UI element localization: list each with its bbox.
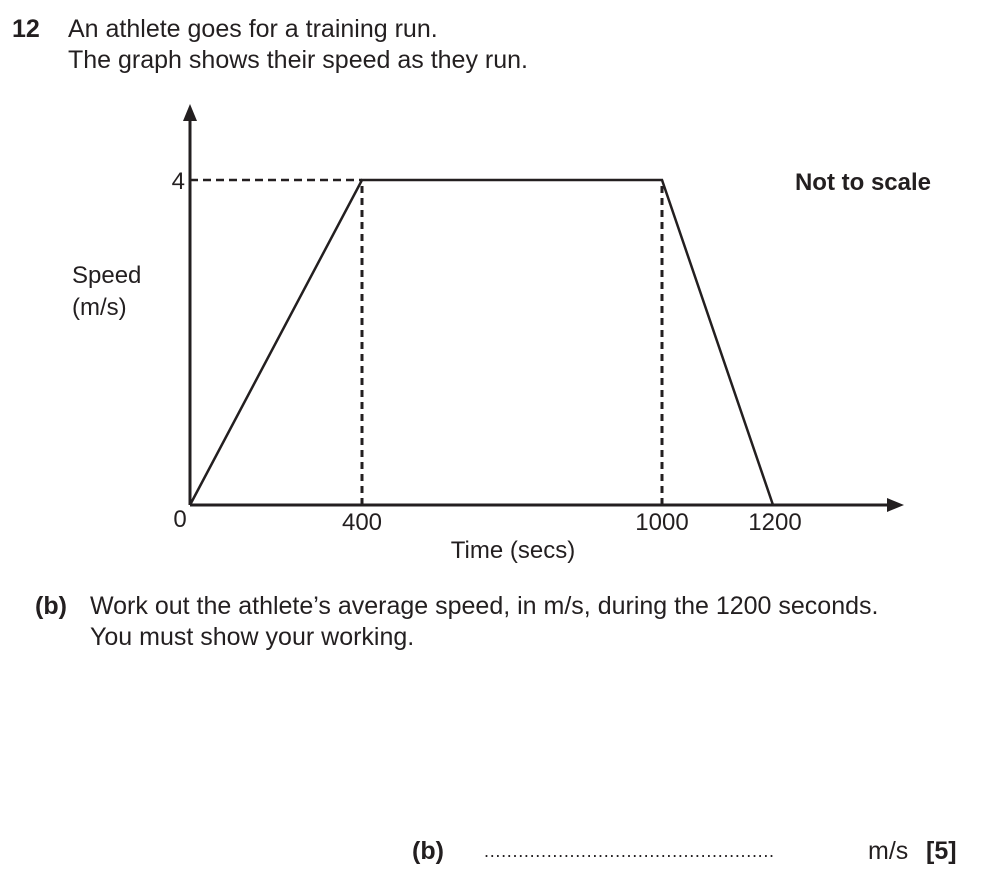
answer-line[interactable]: ........................................… — [484, 841, 775, 861]
answer-unit: m/s — [868, 837, 909, 865]
x-tick-label-400: 400 — [342, 509, 382, 536]
question-text-line-2: The graph shows their speed as they run. — [68, 46, 528, 74]
y-axis-arrow-icon — [183, 104, 197, 121]
dashed-guides — [190, 178, 664, 505]
tick-labels: 0 400 1000 1200 4 — [172, 168, 802, 536]
question-text-line-1: An athlete goes for a training run. — [68, 15, 438, 43]
axes — [183, 104, 904, 512]
question-number: 12 — [12, 15, 40, 43]
not-to-scale-note: Not to scale — [795, 169, 931, 196]
x-tick-label-1000: 1000 — [635, 509, 688, 536]
y-tick-label-4: 4 — [172, 168, 185, 195]
part-b-text-line-2: You must show your working. — [90, 623, 415, 651]
part-b-text-line-1: Work out the athlete’s average speed, in… — [90, 592, 879, 620]
x-tick-label-0: 0 — [173, 506, 186, 533]
answer-marks: [5] — [926, 837, 957, 865]
series-layer — [188, 178, 775, 506]
x-axis-arrow-icon — [887, 498, 904, 512]
speed-line — [188, 178, 775, 506]
answer-label: (b) — [412, 837, 444, 865]
y-axis-label-line-1: Speed — [72, 262, 141, 289]
y-axis-label-line-2: (m/s) — [72, 294, 127, 321]
part-b-label: (b) — [35, 592, 67, 620]
x-axis-label: Time (secs) — [451, 537, 575, 564]
x-tick-label-1200: 1200 — [748, 509, 801, 536]
